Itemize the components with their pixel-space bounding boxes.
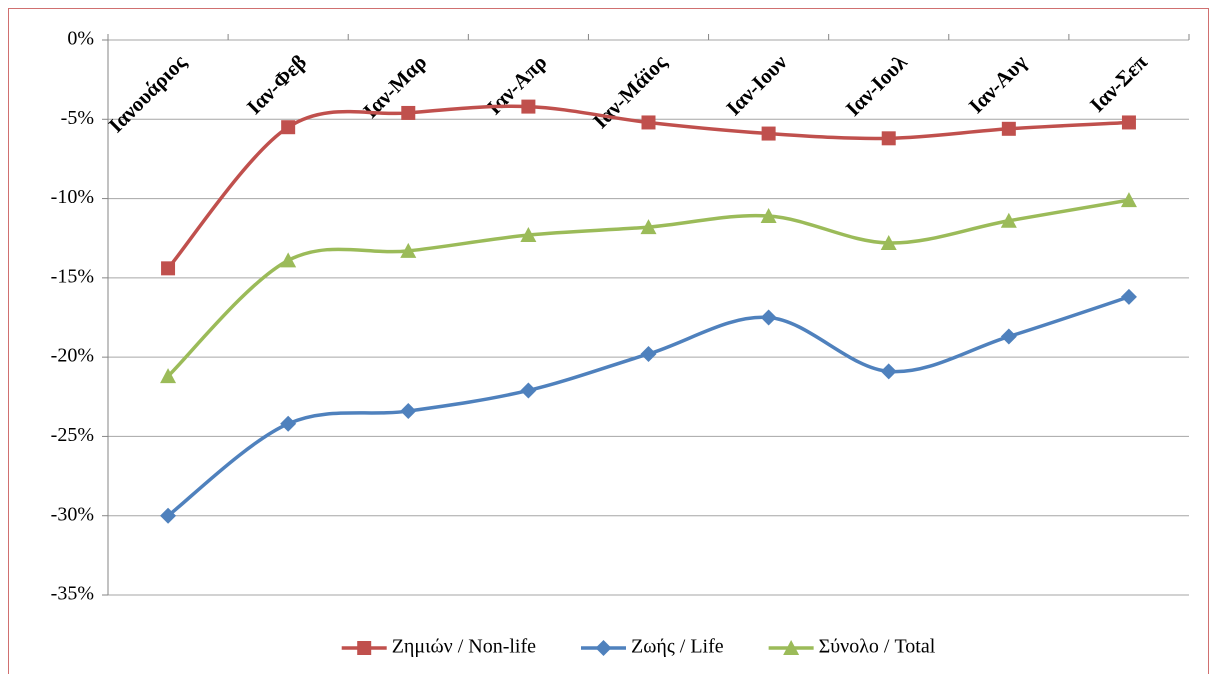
marker — [880, 234, 897, 250]
marker — [521, 99, 536, 114]
marker — [783, 640, 800, 655]
y-tick-label: -15% — [51, 265, 94, 287]
marker — [761, 126, 776, 141]
marker — [1001, 121, 1016, 136]
series-line — [166, 104, 1130, 270]
marker — [1000, 328, 1017, 345]
legend-label: Ζωής / Life — [631, 636, 724, 658]
y-tick-label: -5% — [61, 107, 94, 129]
marker — [400, 403, 417, 420]
marker — [640, 219, 657, 235]
marker — [280, 415, 297, 432]
marker — [161, 261, 176, 276]
y-tick-label: 0% — [67, 28, 94, 50]
series-line — [166, 295, 1130, 518]
marker — [280, 252, 297, 268]
marker — [880, 363, 897, 380]
marker — [400, 242, 417, 258]
marker — [357, 641, 372, 655]
x-tick-label: Ιαν-Ιουλ — [841, 49, 912, 120]
marker — [160, 507, 177, 524]
legend-label: Σύνολο / Total — [819, 636, 936, 658]
marker — [160, 368, 177, 384]
x-tick-label: Ιαν-Σεπ — [1085, 50, 1152, 117]
marker — [595, 640, 612, 656]
legend-label: Ζημιών / Non-life — [392, 636, 536, 658]
marker — [760, 309, 777, 326]
marker — [760, 208, 777, 224]
marker — [1000, 212, 1017, 228]
marker — [281, 120, 296, 135]
marker — [1121, 115, 1136, 130]
marker — [401, 105, 416, 120]
y-tick-label: -20% — [51, 345, 94, 367]
marker — [520, 227, 537, 243]
marker — [520, 382, 537, 399]
y-tick-label: -10% — [51, 186, 94, 208]
marker — [881, 131, 896, 146]
marker — [1120, 288, 1137, 305]
y-tick-label: -30% — [51, 503, 94, 525]
x-tick-label: Ιανουάριος — [104, 49, 192, 137]
y-tick-label: -25% — [51, 424, 94, 446]
x-tick-label: Ιαν-Αυγ — [964, 50, 1032, 118]
legend: Ζημιών / Non-life Ζωής / Life Σύνολο / Tot… — [341, 636, 936, 658]
x-tick-label: Ιαν-Ιουν — [721, 50, 792, 121]
marker — [641, 115, 656, 130]
marker — [640, 345, 657, 362]
y-tick-label: -35% — [51, 583, 94, 605]
marker — [1120, 192, 1137, 208]
x-tick-label: Ιαν-Φεβ — [242, 50, 311, 119]
